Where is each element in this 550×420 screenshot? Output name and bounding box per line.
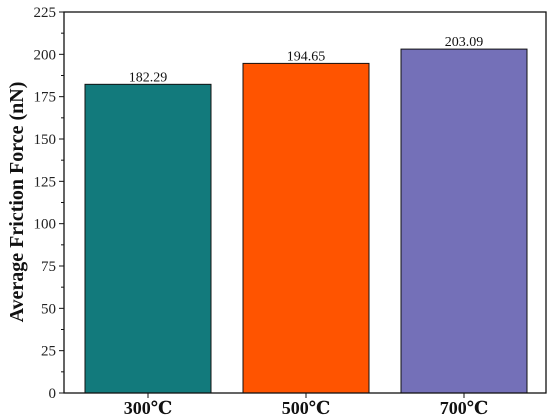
bars-layer — [84, 48, 528, 394]
y-tick-label-6: 150 — [34, 132, 57, 148]
x-tick-label-0: 300℃ — [124, 398, 173, 418]
y-tick-label-1: 25 — [41, 344, 56, 360]
bar-1 — [242, 62, 370, 394]
x-axis-labels: 300℃ 500℃ 700℃ — [124, 393, 489, 418]
data-labels-layer: 182.29 194.65 203.09 — [129, 35, 484, 85]
bar-0 — [84, 83, 212, 394]
y-tick-label-2: 50 — [41, 301, 56, 317]
x-tick-label-2: 700℃ — [440, 398, 489, 418]
y-tick-label-8: 200 — [34, 47, 57, 63]
y-axis-title: Average Friction Force (nN) — [6, 82, 28, 323]
y-tick-label-4: 100 — [34, 217, 57, 233]
data-label-0: 182.29 — [129, 70, 168, 85]
x-tick-label-1: 500℃ — [282, 398, 331, 418]
y-tick-label-5: 125 — [34, 174, 57, 190]
y-tick-label-7: 175 — [34, 90, 57, 106]
y-tick-label-9: 225 — [34, 5, 57, 21]
bar-2 — [400, 48, 528, 394]
data-label-1: 194.65 — [287, 49, 326, 64]
y-axis-ticks: 0 25 50 75 100 125 150 175 200 225 — [34, 5, 64, 402]
y-tick-label-3: 75 — [41, 259, 56, 275]
y-tick-label-0: 0 — [49, 386, 57, 402]
data-label-2: 203.09 — [445, 35, 484, 50]
plot-area-frame — [63, 11, 547, 394]
